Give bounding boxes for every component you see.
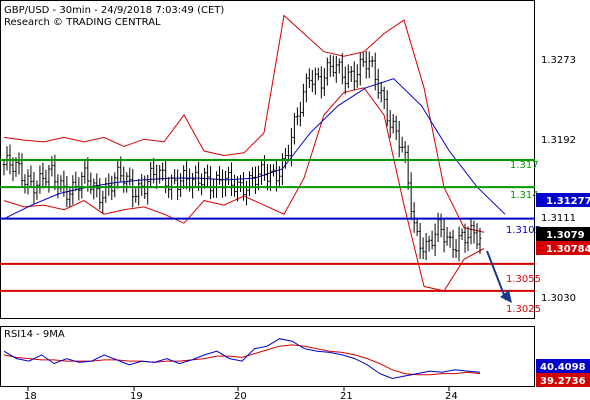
bollinger-lower-line bbox=[3, 87, 485, 292]
bollinger-bands bbox=[3, 14, 485, 292]
rsi-panel-frame bbox=[0, 326, 535, 387]
x-tick-19: 19 bbox=[130, 391, 143, 400]
price-tag-black-text: 1.3079 bbox=[546, 230, 585, 241]
x-axis-ticks bbox=[27, 386, 450, 391]
x-tick-24: 24 bbox=[445, 391, 458, 400]
forecast-arrow bbox=[486, 250, 512, 303]
level-label-1317: 1.317 bbox=[510, 160, 539, 171]
y-tick-3: 1.3111 bbox=[541, 213, 576, 224]
x-tick-21: 21 bbox=[340, 391, 353, 400]
rsi-tag-red: 39.2736 bbox=[536, 373, 590, 387]
price-tag-blue-text: 1.31277 bbox=[546, 196, 590, 207]
price-tag-blue: 1.31277 bbox=[536, 193, 590, 207]
arrow-head-icon bbox=[500, 290, 512, 303]
y-tick-2: 1.3192 bbox=[541, 135, 576, 146]
level-label-13055: 1.3055 bbox=[506, 274, 541, 285]
y-tick-1: 1.3273 bbox=[541, 55, 576, 66]
price-candles bbox=[2, 51, 482, 262]
bollinger-upper-line bbox=[3, 14, 485, 233]
rsi-tag-blue: 40.4098 bbox=[536, 359, 590, 373]
y-tick-4: 1.3030 bbox=[541, 293, 576, 304]
rsi-label: RSI14 - 9MA bbox=[4, 329, 65, 340]
x-tick-18: 18 bbox=[24, 391, 37, 400]
chart-title: GBP/USD - 30min - 24/9/2018 7:03:49 (CET… bbox=[4, 5, 224, 16]
chart-credit: Research © TRADING CENTRAL bbox=[4, 17, 161, 28]
rsi-tag-red-text: 39.2736 bbox=[540, 376, 586, 387]
level-label-13025: 1.3025 bbox=[506, 304, 541, 315]
horizontal-levels bbox=[0, 159, 535, 292]
rsi-line bbox=[3, 338, 481, 380]
rsi-lines bbox=[3, 338, 481, 380]
price-tag-red-text: 1.30784 bbox=[546, 244, 590, 255]
rsi-tag-blue-text: 40.4098 bbox=[540, 362, 586, 373]
price-tag-red: 1.30784 bbox=[536, 241, 590, 255]
level-label-13105: 1.3105 bbox=[506, 225, 541, 236]
price-tag-black: 1.3079 bbox=[536, 227, 590, 241]
level-label-1314: 1.314 bbox=[510, 190, 539, 201]
x-tick-20: 20 bbox=[234, 391, 247, 400]
rsi-ma-line bbox=[3, 344, 481, 376]
